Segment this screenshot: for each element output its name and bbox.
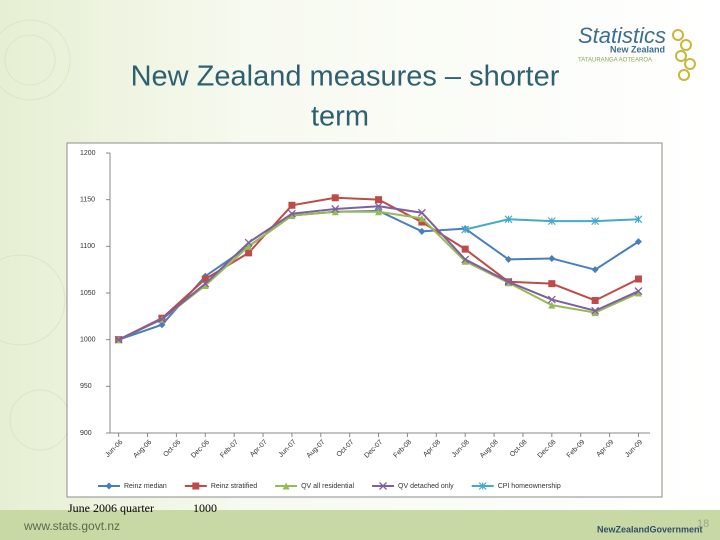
legend-label: QV all residential [301,483,354,490]
footer-band [0,510,720,540]
marker [548,301,556,309]
marker [547,217,556,226]
marker [418,218,426,226]
marker [158,315,166,324]
marker [201,279,210,288]
legend-label: CPI homeownership [498,483,561,490]
marker [287,209,296,218]
y-tick-label: 950 [80,383,92,390]
marker [548,280,556,288]
y-tick-label: 1200 [80,150,96,157]
marker [634,275,642,283]
marker [418,214,426,222]
note-label: June 2006 quarter [68,501,154,515]
legend-item: QV detached only [372,482,454,490]
marker [504,277,513,286]
marker [591,266,599,274]
marker [282,482,290,490]
government: NewZealandGovernment [597,524,703,534]
marker [288,212,296,220]
marker [461,255,470,264]
marker [105,482,113,490]
legend-label: QV detached only [398,483,454,490]
legend-label: Reinz stratified [211,483,257,490]
note-value: 1000 [193,501,217,515]
marker [591,296,599,304]
pattern [0,19,71,451]
marker [374,202,383,211]
logo-mark [672,29,696,81]
y-tick-label: 1000 [80,337,96,344]
slide-title: New Zealand measures – shorter [131,61,560,93]
marker [331,194,339,202]
marker [634,215,643,224]
marker [591,217,600,226]
marker [634,289,642,297]
marker [245,249,253,257]
logo-name: Statistics [578,23,666,48]
marker [417,208,426,217]
marker [288,201,296,209]
marker [547,295,556,304]
marker [461,257,469,265]
marker [375,208,383,216]
marker [244,238,253,247]
marker [245,242,253,250]
marker [591,309,599,317]
marker [504,215,513,224]
y-tick-label: 1150 [80,197,95,204]
marker [331,208,339,216]
marker [418,227,426,235]
logo-maori: TATAURANGA AOTEAROA [578,58,652,64]
marker [331,205,340,213]
y-tick-label: 1100 [80,243,95,250]
marker [505,255,513,263]
y-tick-label: 900 [80,430,92,437]
marker [634,287,643,296]
slide-title-line: term [311,101,369,133]
marker [461,245,469,253]
marker [591,306,600,315]
marker [634,238,642,246]
legend-item: Reinz median [98,482,167,490]
page-number: 18 [697,518,709,530]
marker [379,482,387,490]
marker [548,254,556,262]
marker [192,482,200,490]
legend-item: CPI homeownership [471,482,561,490]
marker [375,196,383,204]
marker [114,335,123,344]
marker [478,482,487,490]
footer-url: www.stats.govt.nz [23,519,120,533]
logo-sub: New Zealand [610,44,665,54]
marker [158,321,166,329]
marker [461,225,470,234]
legend-item: Reinz stratified [184,482,257,490]
legend-item: QV all residential [275,482,354,490]
legend-label: Reinz median [124,483,167,490]
marker [201,275,209,283]
marker [201,282,209,290]
y-tick-label: 1050 [80,290,96,297]
